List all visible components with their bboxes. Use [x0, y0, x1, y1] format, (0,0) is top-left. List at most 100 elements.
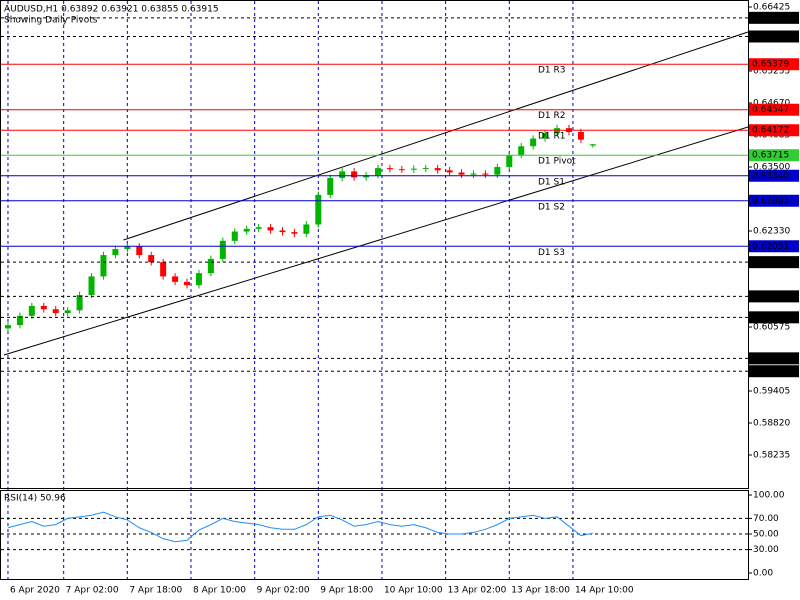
pivot-name: D1 R2: [538, 111, 566, 121]
candle-body: [231, 231, 238, 241]
price-label-box: [749, 103, 799, 116]
trendline: [123, 31, 749, 241]
candle-body: [267, 227, 274, 231]
x-tick-label: 7 Apr 18:00: [129, 586, 182, 596]
price-label: 0.65379: [752, 60, 789, 70]
y-tick-label: 0.62330: [753, 227, 790, 237]
price-label-box: [749, 256, 799, 269]
pivot-name: D1 S1: [538, 177, 565, 187]
price-label: 0.60002: [752, 354, 789, 364]
candle-body: [160, 262, 167, 277]
price-label-box: [749, 169, 799, 182]
candle-body: [28, 305, 35, 316]
price-label: 0.65886: [752, 32, 789, 42]
y-tick-label: 0.58235: [753, 451, 790, 461]
candle-body: [386, 168, 393, 170]
candle-body: [52, 309, 59, 314]
price-label-box: [749, 149, 799, 162]
price-label-box: [749, 58, 799, 71]
rsi-title: RSI(14) 50.96: [4, 494, 66, 504]
pivot-name: D1 Pivot: [538, 157, 576, 167]
x-tick-label: 13 Apr 02:00: [448, 586, 507, 596]
candle-body: [100, 255, 107, 277]
candle-body: [482, 173, 489, 175]
candle-body: [136, 246, 143, 256]
x-tick-label: 8 Apr 10:00: [193, 586, 246, 596]
price-label: 0.61135: [752, 292, 789, 302]
candle-body: [303, 224, 310, 234]
y-tick-label: 0.60575: [753, 323, 790, 333]
price-label-box: [749, 290, 799, 303]
x-tick-label: 13 Apr 18:00: [511, 586, 570, 596]
y-tick-label: 0.59405: [753, 387, 790, 397]
x-tick-label: 10 Apr 10:00: [384, 586, 443, 596]
x-tick-label: 6 Apr 2020: [10, 586, 60, 596]
y-tick-label: 70.00: [753, 514, 779, 524]
candle-body: [470, 173, 477, 175]
candle-body: [422, 168, 429, 170]
y-tick-label: 0.63500: [753, 163, 790, 173]
chart-subtitle: Showing Daily Pivots: [4, 16, 98, 26]
y-tick-label: 0.65255: [753, 67, 790, 77]
candle-body: [112, 249, 119, 256]
candle-body: [124, 246, 131, 250]
price-label-box: [749, 11, 799, 24]
candle-body: [148, 255, 155, 263]
price-label: 0.62883: [752, 196, 789, 206]
main-frame: [0, 0, 749, 489]
candle-body: [518, 146, 525, 155]
x-tick-label: 9 Apr 18:00: [320, 586, 373, 596]
candle-body: [76, 295, 83, 311]
candle-body: [40, 305, 47, 310]
candle-body: [494, 167, 501, 175]
price-label: 0.63715: [752, 151, 789, 161]
candle-body: [279, 230, 286, 233]
candle-body: [458, 172, 465, 175]
price-label-box: [749, 124, 799, 137]
y-tick-label: 0.58820: [753, 419, 790, 429]
price-label-box: [749, 365, 799, 378]
price-label: 0.59767: [752, 367, 789, 377]
price-label-box: [749, 194, 799, 207]
chart-title: AUDUSD,H1 0.63892 0.63921 0.63855 0.6391…: [4, 5, 219, 15]
x-tick-label: 14 Apr 10:00: [575, 586, 634, 596]
pivot-name: D1 S3: [538, 248, 565, 258]
candle-body: [64, 310, 71, 314]
price-label: 0.64547: [752, 105, 789, 115]
pivot-name: D1 R3: [538, 66, 566, 76]
candle-body: [195, 273, 202, 286]
candle-body: [327, 177, 334, 195]
rsi-line: [7, 511, 593, 543]
y-tick-label: 0.00: [753, 568, 773, 578]
candle-body: [506, 154, 513, 168]
price-label: 0.64172: [752, 126, 789, 136]
candle-body: [577, 131, 584, 140]
y-tick-label: 0.66425: [753, 3, 790, 13]
candle-body: [16, 315, 23, 326]
candle-body: [446, 170, 453, 173]
candle-body: [172, 276, 179, 282]
price-label: 0.62051: [752, 242, 789, 252]
y-tick-label: 100.00: [753, 490, 785, 500]
candle-body: [4, 325, 11, 329]
candle-body: [243, 228, 250, 232]
rsi-frame: [0, 490, 749, 580]
candle-body: [351, 171, 358, 178]
price-label: 0.61761: [752, 258, 789, 268]
price-label: 0.60752: [752, 313, 789, 323]
candle-body: [398, 169, 405, 171]
candle-body: [530, 138, 537, 147]
candle-body: [434, 168, 441, 171]
candle-body: [88, 276, 95, 296]
x-tick-label: 9 Apr 02:00: [257, 586, 310, 596]
candle-body: [589, 144, 596, 146]
x-tick-label: 7 Apr 02:00: [66, 586, 119, 596]
candle-body: [207, 258, 214, 274]
candle-body: [410, 168, 417, 170]
price-label: 0.66227: [752, 13, 789, 23]
candle-body: [184, 281, 191, 286]
pivot-name: D1 S2: [538, 202, 565, 212]
price-label-box: [749, 30, 799, 43]
